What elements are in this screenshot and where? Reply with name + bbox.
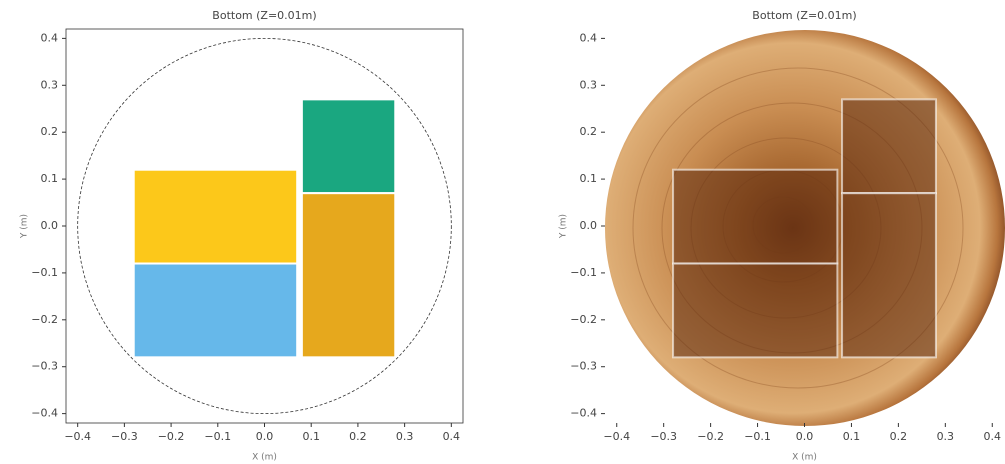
y-tick-label: −0.1 [31, 266, 58, 279]
y-tick-label: 0.1 [41, 172, 59, 185]
y-axis-label: Y (m) [20, 214, 30, 239]
x-tick-label: −0.3 [111, 430, 138, 443]
x-tick-label: 0.3 [937, 430, 955, 443]
cut-rectangle [673, 170, 837, 264]
cut-rectangle [134, 264, 297, 358]
x-tick-label: 0.2 [349, 430, 367, 443]
x-axis-label: X (m) [792, 453, 817, 463]
y-tick-label: 0.2 [41, 125, 59, 138]
x-tick-label: 0.1 [302, 430, 320, 443]
x-tick-label: −0.1 [744, 430, 771, 443]
y-tick-label: −0.3 [31, 360, 58, 373]
x-tick-label: 0.0 [796, 430, 814, 443]
y-tick-label: −0.4 [570, 407, 597, 420]
y-tick-label: 0.1 [580, 172, 598, 185]
cut-rectangle [842, 193, 936, 357]
y-tick-label: 0.4 [580, 31, 598, 44]
y-tick-label: −0.1 [570, 266, 597, 279]
y-tick-label: 0.3 [41, 78, 59, 91]
y-tick-label: −0.2 [570, 313, 597, 326]
cut-rectangle [302, 193, 395, 357]
x-tick-label: 0.4 [443, 430, 461, 443]
x-tick-label: 0.2 [890, 430, 908, 443]
x-tick-label: −0.2 [158, 430, 185, 443]
chart-title: Bottom (Z=0.01m) [212, 9, 316, 22]
cut-rectangle [134, 170, 297, 264]
x-tick-label: −0.1 [204, 430, 231, 443]
x-tick-label: 0.1 [843, 430, 861, 443]
y-tick-label: −0.3 [570, 360, 597, 373]
x-tick-label: 0.4 [984, 430, 1002, 443]
x-tick-label: −0.4 [64, 430, 91, 443]
x-tick-label: 0.3 [396, 430, 414, 443]
y-tick-label: 0.0 [41, 219, 59, 232]
y-tick-label: 0.0 [580, 219, 598, 232]
y-tick-label: 0.2 [580, 125, 598, 138]
figure: −0.4 −0.3 −0.2 −0.1 0.0 0.1 0.2 0.3 0.4 −0.4 −0.3 −… [0, 0, 1005, 464]
y-tick-label: −0.2 [31, 313, 58, 326]
chart-title: Bottom (Z=0.01m) [752, 9, 856, 22]
x-tick-label: −0.4 [603, 430, 630, 443]
x-tick-label: 0.0 [256, 430, 274, 443]
y-tick-label: 0.4 [41, 31, 59, 44]
y-tick-label: −0.4 [31, 407, 58, 420]
x-tick-label: −0.3 [650, 430, 677, 443]
cut-rectangle [302, 99, 395, 193]
y-tick-label: 0.3 [580, 78, 598, 91]
cut-rectangle [842, 99, 936, 193]
y-axis-label: Y (m) [559, 214, 569, 239]
x-axis-label: X (m) [252, 453, 277, 463]
x-tick-label: −0.2 [697, 430, 724, 443]
cut-rectangle [673, 264, 837, 358]
